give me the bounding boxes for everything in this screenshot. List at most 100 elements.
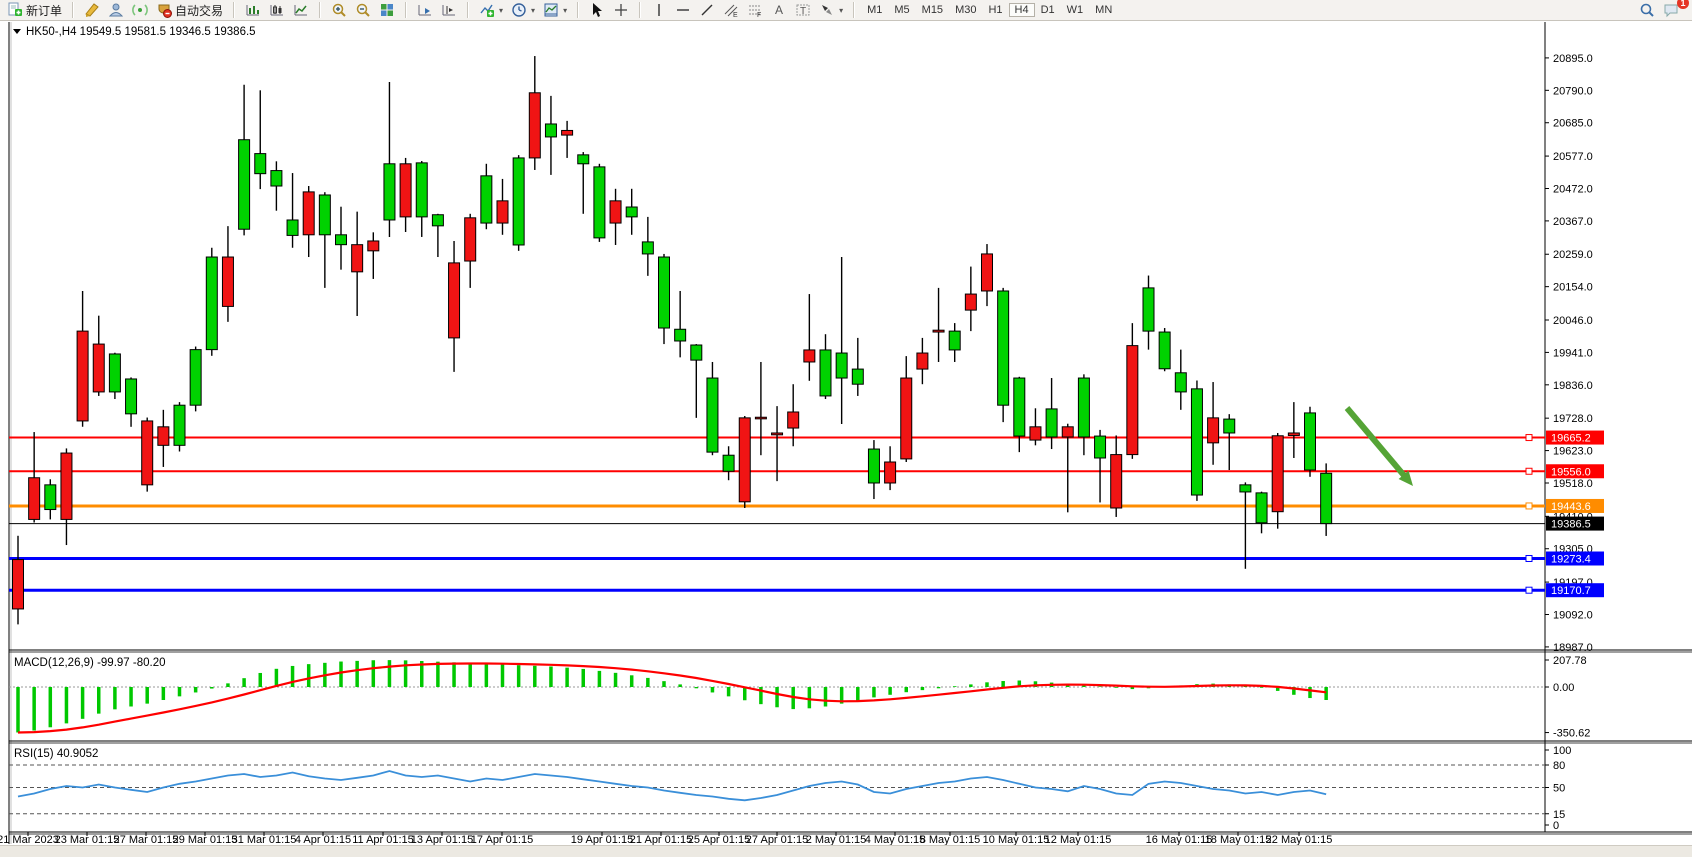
svg-text:A: A bbox=[775, 3, 783, 17]
svg-text:F: F bbox=[757, 12, 761, 18]
timeframe-switcher: M1 M5 M15 M30 H1 H4 D1 W1 MN bbox=[858, 0, 1121, 20]
new-order-button[interactable]: 新订单 bbox=[3, 1, 66, 20]
timeframe-h1[interactable]: H1 bbox=[988, 4, 1003, 16]
price-axis-label: 19941.0 bbox=[1553, 347, 1593, 359]
zoom-out-icon bbox=[356, 3, 370, 17]
vline-tool-button[interactable] bbox=[647, 1, 671, 19]
candle-body bbox=[674, 328, 687, 342]
indicators-button[interactable]: ▾ bbox=[475, 1, 507, 19]
candle-body bbox=[851, 368, 864, 385]
channel-tool-button[interactable]: E bbox=[719, 1, 743, 19]
chart-shift-icon bbox=[442, 5, 456, 16]
shapes-tool-button[interactable]: ▾ bbox=[815, 1, 847, 19]
candle-body bbox=[1320, 472, 1333, 525]
zoom-in-button[interactable] bbox=[327, 1, 351, 19]
price-axis-label: 19518.0 bbox=[1553, 478, 1593, 490]
search-button[interactable] bbox=[1635, 1, 1659, 19]
date-axis-label: 27 Apr 01:15 bbox=[746, 834, 808, 845]
zoom-out-button[interactable] bbox=[351, 1, 375, 19]
candle-body bbox=[415, 162, 428, 218]
line-handle-support-blue-2[interactable] bbox=[1525, 586, 1533, 594]
line-handle-resistance-1[interactable] bbox=[1525, 434, 1533, 442]
candle-body bbox=[302, 191, 315, 236]
timeframe-mn[interactable]: MN bbox=[1095, 4, 1113, 16]
fibonacci-tool-button[interactable]: F bbox=[743, 1, 767, 19]
timeframe-d1[interactable]: D1 bbox=[1040, 4, 1055, 16]
candle-body bbox=[108, 353, 121, 393]
candle-body bbox=[367, 240, 380, 252]
price-axis-label: 19836.0 bbox=[1553, 380, 1593, 392]
rsi-axis-label: 50 bbox=[1553, 783, 1565, 795]
down-arrow-annotation[interactable] bbox=[1344, 406, 1411, 482]
styler-button[interactable] bbox=[80, 1, 104, 19]
price-axis-label: 20367.0 bbox=[1553, 216, 1593, 228]
templates-button[interactable]: ▾ bbox=[539, 1, 571, 19]
candle-body bbox=[351, 244, 364, 273]
notifications-button[interactable]: 1 bbox=[1659, 0, 1689, 19]
signals-button[interactable] bbox=[128, 1, 152, 19]
price-axis-label: 19728.0 bbox=[1553, 413, 1593, 425]
price-chart[interactable]: 20895.0 20790.0 20685.0 20577.0 20472.0 20367… bbox=[0, 21, 1692, 846]
cursor-button[interactable] bbox=[585, 1, 609, 19]
candle-body bbox=[60, 452, 73, 520]
periods-button[interactable]: ▾ bbox=[507, 1, 539, 19]
timeframe-m30[interactable]: M30 bbox=[955, 4, 977, 16]
trendline-tool-button[interactable] bbox=[695, 1, 719, 19]
candle-body bbox=[1304, 412, 1316, 471]
community-button[interactable] bbox=[104, 1, 128, 19]
tile-windows-icon bbox=[381, 4, 394, 16]
autotrade-button[interactable]: 自动交易 bbox=[152, 1, 227, 20]
timeframe-m1[interactable]: M1 bbox=[867, 4, 883, 16]
svg-text:T: T bbox=[800, 6, 806, 17]
timeframe-h4[interactable]: H4 bbox=[1008, 3, 1035, 17]
person-icon bbox=[108, 3, 124, 17]
hline-tool-button[interactable] bbox=[671, 1, 695, 19]
candle-body bbox=[1239, 484, 1252, 493]
chart-bars-button[interactable] bbox=[241, 1, 265, 19]
level-price-tag bbox=[1546, 583, 1604, 598]
chart-line-button[interactable] bbox=[289, 1, 313, 19]
template-icon bbox=[544, 3, 558, 17]
date-axis-label: 12 May 01:15 bbox=[1045, 834, 1112, 845]
notification-badge: 1 bbox=[1677, 0, 1689, 9]
candle-body bbox=[835, 352, 848, 379]
bar-chart-icon bbox=[246, 5, 260, 16]
bottom-scrollbar[interactable] bbox=[0, 845, 1692, 857]
candle-body bbox=[141, 420, 154, 486]
candle-body bbox=[1077, 377, 1090, 438]
new-order-icon bbox=[8, 2, 22, 16]
price-axis-label: 20154.0 bbox=[1553, 282, 1593, 294]
date-axis-label: 11 Apr 01:15 bbox=[352, 834, 414, 845]
date-axis-label: 23 Mar 01:15 bbox=[55, 834, 120, 845]
date-axis-label: 19 Apr 01:15 bbox=[571, 834, 633, 845]
timeframe-w1[interactable]: W1 bbox=[1066, 4, 1084, 16]
chart-candles-button[interactable] bbox=[265, 1, 289, 19]
tile-windows-button[interactable] bbox=[375, 1, 399, 19]
timeframe-m15[interactable]: M15 bbox=[921, 4, 944, 16]
rsi-line bbox=[17, 770, 1327, 802]
macd-label: MACD(12,26,9) -99.97 -80.20 bbox=[14, 657, 166, 669]
label-tool-button[interactable]: T bbox=[791, 1, 815, 19]
chart-shift-button[interactable] bbox=[437, 1, 461, 19]
macd-signal-line bbox=[17, 662, 1327, 734]
line-handle-support-orange[interactable] bbox=[1525, 502, 1533, 510]
candle-body bbox=[221, 256, 234, 307]
chart-window[interactable]: 20895.0 20790.0 20685.0 20577.0 20472.0 20367… bbox=[0, 21, 1692, 846]
autotrade-label: 自动交易 bbox=[175, 3, 224, 18]
candle-body bbox=[948, 330, 961, 351]
candle-body bbox=[1045, 408, 1058, 438]
text-tool-button[interactable]: A bbox=[767, 1, 791, 19]
candle-body bbox=[577, 154, 590, 165]
candle-body bbox=[1142, 287, 1155, 332]
crosshair-button[interactable] bbox=[609, 1, 633, 19]
candle-body bbox=[754, 416, 767, 420]
timeframe-m5[interactable]: M5 bbox=[894, 4, 910, 16]
chart-collapse-icon[interactable] bbox=[13, 29, 21, 34]
line-handle-resistance-2[interactable] bbox=[1525, 467, 1533, 475]
line-handle-support-blue-1[interactable] bbox=[1525, 555, 1533, 562]
down-arrow-head bbox=[1398, 470, 1413, 486]
candle-body bbox=[1287, 432, 1300, 436]
date-axis-label: 21 Mar 2023 bbox=[0, 834, 59, 845]
auto-scroll-button[interactable] bbox=[413, 1, 437, 19]
